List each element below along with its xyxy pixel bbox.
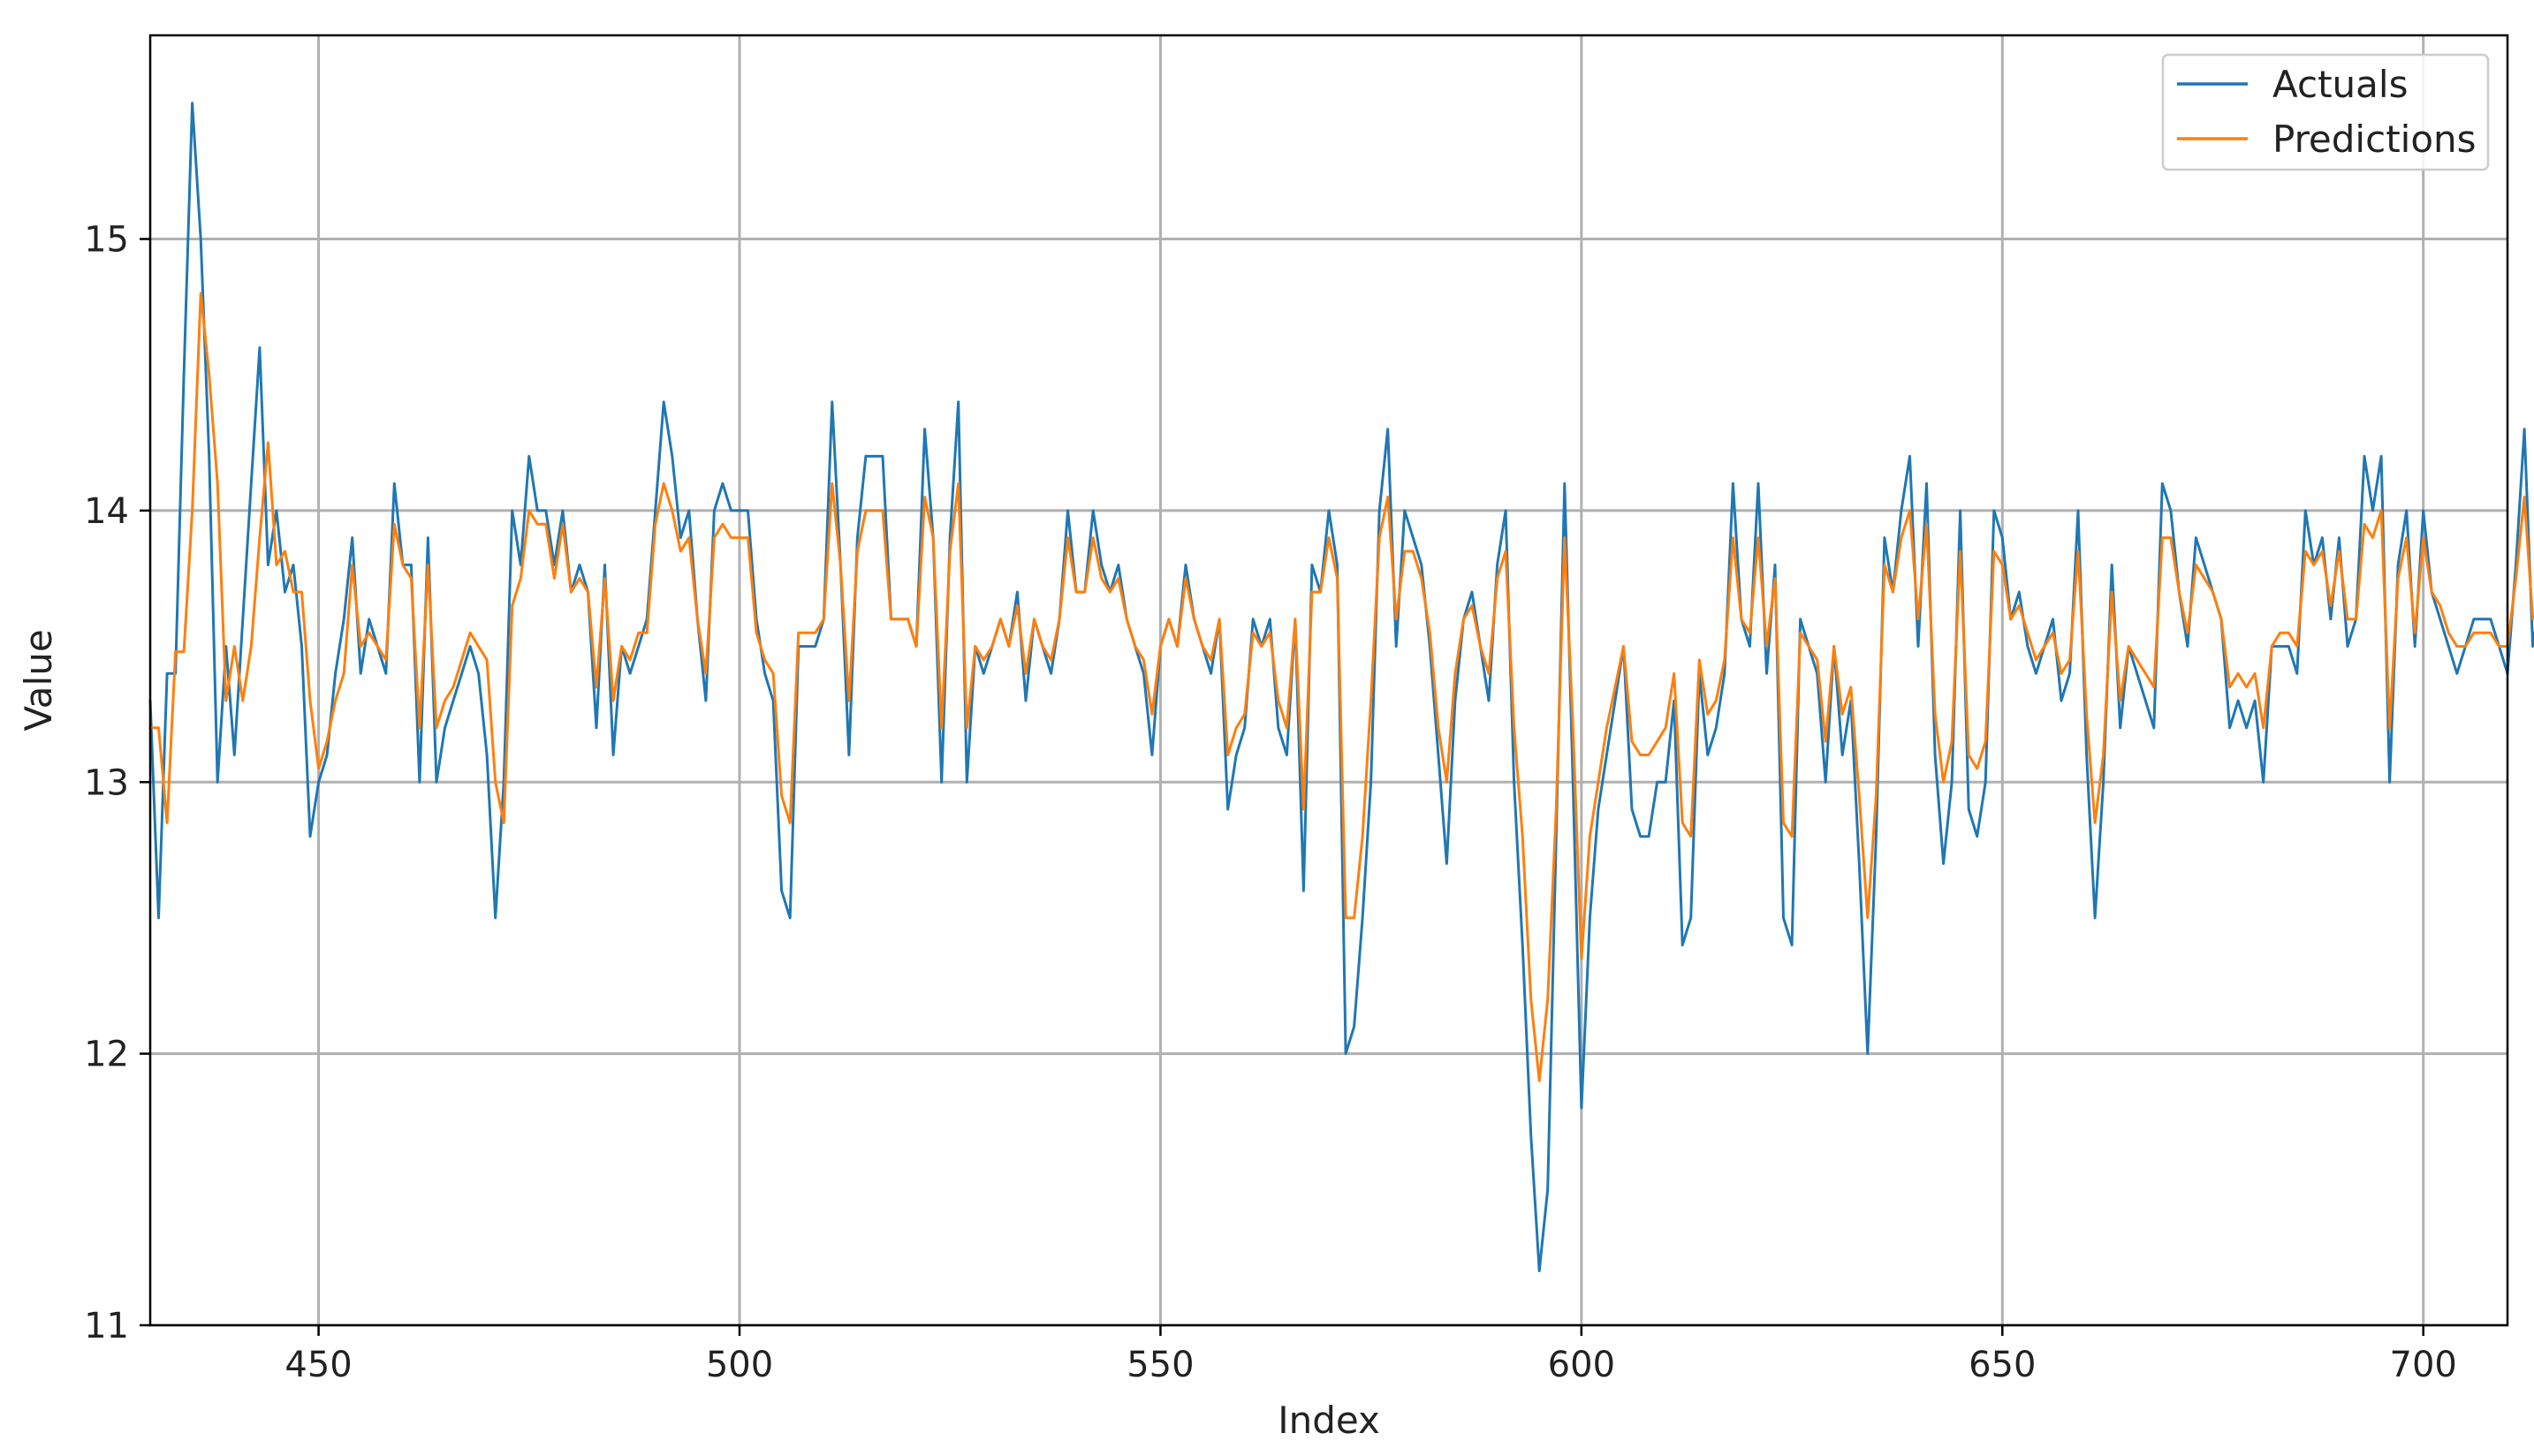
x-tick-label: 700 bbox=[2390, 1345, 2457, 1385]
axis-ticks: 450 500 550 600 650 700 11 12 13 14 15 bbox=[84, 220, 2457, 1385]
series-lines bbox=[148, 102, 2534, 1272]
y-tick-label: 14 bbox=[84, 491, 129, 532]
series-line-predictions bbox=[148, 292, 2534, 1082]
x-tick-label: 550 bbox=[1127, 1345, 1194, 1385]
x-tick-label: 450 bbox=[285, 1345, 352, 1385]
x-tick-label: 600 bbox=[1548, 1345, 1615, 1385]
x-tick-label: 650 bbox=[1969, 1345, 2036, 1385]
x-tick-label: 500 bbox=[706, 1345, 773, 1385]
y-tick-label: 15 bbox=[84, 220, 129, 261]
series-line-actuals bbox=[148, 102, 2534, 1272]
y-tick-label: 12 bbox=[84, 1035, 129, 1075]
legend-label-predictions: Predictions bbox=[2272, 118, 2477, 161]
legend: Actuals Predictions bbox=[2161, 53, 2490, 171]
x-axis-label: Index bbox=[1278, 1399, 1380, 1442]
legend-label-actuals: Actuals bbox=[2272, 63, 2408, 106]
y-tick-label: 13 bbox=[84, 762, 129, 803]
y-tick-label: 11 bbox=[84, 1306, 129, 1346]
plot-frame bbox=[148, 34, 2509, 1327]
y-axis-label: Value bbox=[17, 629, 60, 731]
